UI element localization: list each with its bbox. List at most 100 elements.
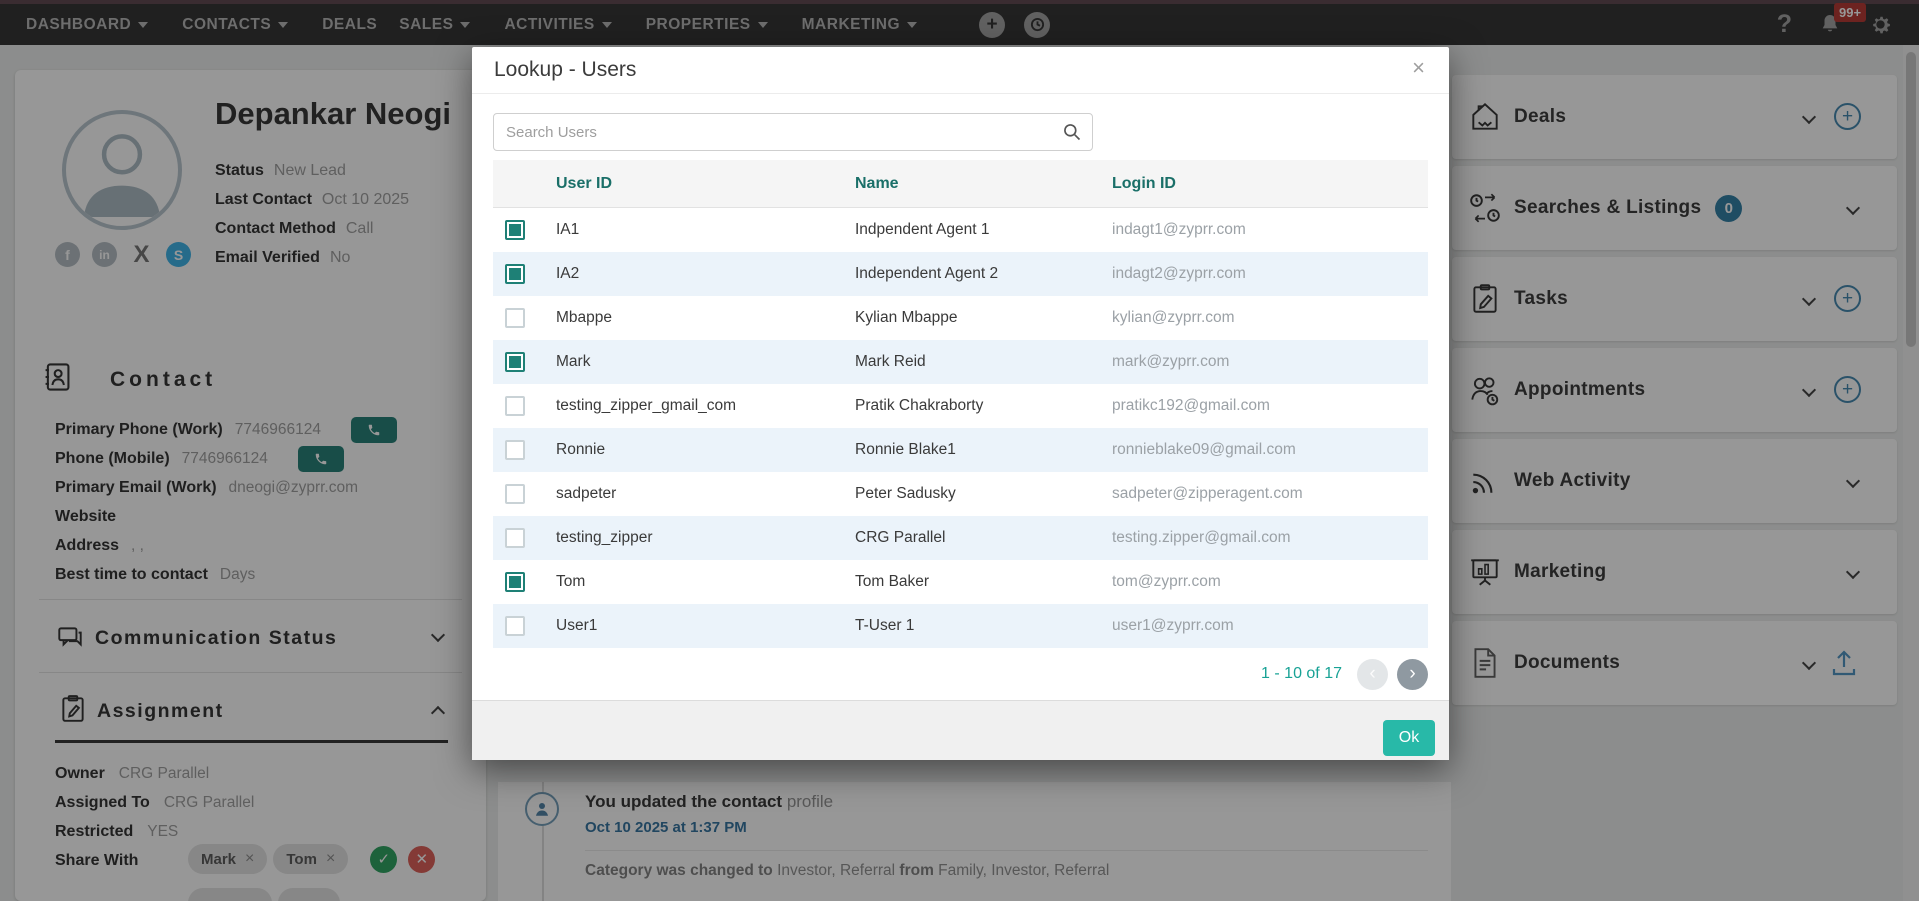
contact-detail-rows: Primary Phone (Work) 7746966124 Phone (Mo…: [55, 415, 475, 589]
panel-searches-listings[interactable]: Searches & Listings 0: [1452, 166, 1897, 250]
panel-label: Web Activity: [1514, 470, 1631, 491]
x-twitter-icon[interactable]: X: [133, 240, 150, 268]
cell-name: Indpendent Agent 1: [855, 221, 990, 238]
nav-sales[interactable]: SALES: [399, 16, 471, 34]
upload-icon[interactable]: [1828, 646, 1860, 678]
row-value: Days: [219, 565, 256, 583]
pagination-prev-button[interactable]: ‹: [1357, 658, 1388, 690]
facebook-icon[interactable]: f: [55, 242, 80, 267]
ok-button[interactable]: Ok: [1383, 720, 1435, 756]
activity-title: You updated the contact profile: [585, 792, 833, 812]
row-label: Primary Email (Work): [55, 478, 217, 496]
table-row[interactable]: User1 T-User 1 user1@zyprr.com: [493, 604, 1428, 648]
field-value: Oct 10 2025: [321, 190, 410, 208]
activity-date[interactable]: Oct 10 2025 at 1:37 PM: [585, 819, 747, 836]
row-checkbox[interactable]: [505, 440, 525, 460]
table-row[interactable]: Tom Tom Baker tom@zyprr.com: [493, 560, 1428, 604]
add-deal-button[interactable]: [1834, 103, 1861, 130]
nav-activities[interactable]: ACTIVITIES: [504, 16, 612, 34]
row-checkbox[interactable]: [505, 396, 525, 416]
panel-appointments[interactable]: Appointments: [1452, 348, 1897, 432]
col-name[interactable]: Name: [855, 175, 899, 192]
scrollbar-track[interactable]: [1903, 45, 1919, 901]
call-button[interactable]: [297, 445, 344, 472]
cell-name: CRG Parallel: [855, 529, 946, 546]
gear-icon[interactable]: [1868, 12, 1893, 37]
cell-user-id: testing_zipper_gmail_com: [556, 397, 737, 414]
table-row[interactable]: Ronnie Ronnie Blake1 ronnieblake09@gmail…: [493, 428, 1428, 472]
table-row[interactable]: testing_zipper CRG Parallel testing.zipp…: [493, 516, 1428, 560]
notification-badge: 99+: [1834, 2, 1867, 22]
panel-label: Documents: [1514, 652, 1621, 673]
cell-name: Peter Sadusky: [855, 485, 956, 502]
panel-deals[interactable]: Deals: [1452, 75, 1897, 159]
row-checkbox[interactable]: [505, 572, 525, 592]
cancel-x-icon[interactable]: ✕: [408, 845, 436, 873]
linkedin-icon[interactable]: in: [92, 242, 117, 267]
cell-user-id: testing_zipper: [556, 529, 653, 546]
question-mark-icon[interactable]: ?: [1776, 10, 1792, 38]
pagination-next-button[interactable]: ›: [1397, 658, 1428, 690]
cell-login-id: indagt2@zyprr.com: [1112, 265, 1246, 282]
panel-tasks[interactable]: Tasks: [1452, 257, 1897, 341]
timeline-line: [542, 782, 544, 901]
cell-login-id: ronnieblake09@gmail.com: [1112, 441, 1296, 458]
table-row[interactable]: Mbappe Kylian Mbappe kylian@zyprr.com: [493, 296, 1428, 340]
row-checkbox[interactable]: [505, 352, 525, 372]
plus-circle-icon[interactable]: +: [979, 11, 1005, 38]
row-checkbox[interactable]: [505, 264, 525, 284]
col-user-id[interactable]: User ID: [556, 175, 613, 192]
row-checkbox[interactable]: [505, 484, 525, 504]
divider: [39, 672, 462, 673]
call-button[interactable]: [350, 416, 397, 443]
clock-icon[interactable]: [1024, 11, 1050, 38]
panel-marketing[interactable]: Marketing: [1452, 530, 1897, 614]
activity-feed-card: You updated the contact profile Oct 10 2…: [498, 782, 1451, 901]
row-label: Best time to contact: [55, 565, 208, 583]
bell-icon[interactable]: 99+: [1818, 2, 1867, 37]
nav-dashboard[interactable]: DASHBOARD: [26, 16, 149, 34]
confirm-check-icon[interactable]: ✓: [370, 845, 398, 873]
table-row[interactable]: sadpeter Peter Sadusky sadpeter@zipperag…: [493, 472, 1428, 516]
divider: [39, 599, 462, 600]
table-row[interactable]: IA1 Indpendent Agent 1 indagt1@zyprr.com: [493, 208, 1428, 252]
share-chip[interactable]: Mark ×: [188, 844, 268, 874]
row-checkbox[interactable]: [505, 528, 525, 548]
nav-deals[interactable]: DEALS: [322, 16, 377, 34]
cell-name: Kylian Mbappe: [855, 309, 958, 326]
panel-documents[interactable]: Documents: [1452, 621, 1897, 705]
chip-remove-icon[interactable]: ×: [325, 850, 336, 867]
field-value: New Lead: [273, 161, 346, 179]
cell-login-id: tom@zyprr.com: [1112, 573, 1221, 590]
chevron-down-icon: [757, 21, 768, 28]
row-checkbox[interactable]: [505, 308, 525, 328]
row-value: 7746966124: [234, 420, 321, 438]
cell-user-id: IA1: [556, 221, 580, 238]
share-chip[interactable]: Tom ×: [273, 844, 349, 874]
close-icon[interactable]: ×: [1412, 55, 1425, 80]
row-checkbox[interactable]: [505, 616, 525, 636]
nav-properties[interactable]: PROPERTIES: [646, 16, 768, 34]
scrollbar-thumb[interactable]: [1906, 52, 1916, 347]
add-appointment-button[interactable]: [1834, 376, 1861, 403]
top-navigation-bar: DASHBOARD CONTACTS DEALS SALES ACTIVITIE…: [0, 2, 1919, 45]
nav-marketing[interactable]: MARKETING: [802, 16, 917, 34]
skype-icon[interactable]: S: [166, 242, 191, 267]
nav-contacts[interactable]: CONTACTS: [182, 16, 289, 34]
search-input[interactable]: [494, 114, 1092, 150]
search-icon[interactable]: [1062, 122, 1082, 142]
cell-name: Pratik Chakraborty: [855, 397, 984, 414]
chevron-down-icon: [138, 21, 149, 28]
search-field-wrap: [493, 113, 1093, 151]
row-checkbox[interactable]: [505, 220, 525, 240]
table-row[interactable]: IA2 Independent Agent 2 indagt2@zyprr.co…: [493, 252, 1428, 296]
panel-web-activity[interactable]: Web Activity: [1452, 439, 1897, 523]
col-login-id[interactable]: Login ID: [1112, 175, 1176, 192]
table-row[interactable]: testing_zipper_gmail_com Pratik Chakrabo…: [493, 384, 1428, 428]
table-row[interactable]: Mark Mark Reid mark@zyprr.com: [493, 340, 1428, 384]
assignment-rows: Owner CRG Parallel Assigned To CRG Paralle…: [55, 759, 475, 875]
share-chip[interactable]: [188, 888, 272, 901]
add-task-button[interactable]: [1834, 285, 1861, 312]
chip-remove-icon[interactable]: ×: [245, 850, 255, 867]
share-chip[interactable]: [278, 888, 340, 901]
